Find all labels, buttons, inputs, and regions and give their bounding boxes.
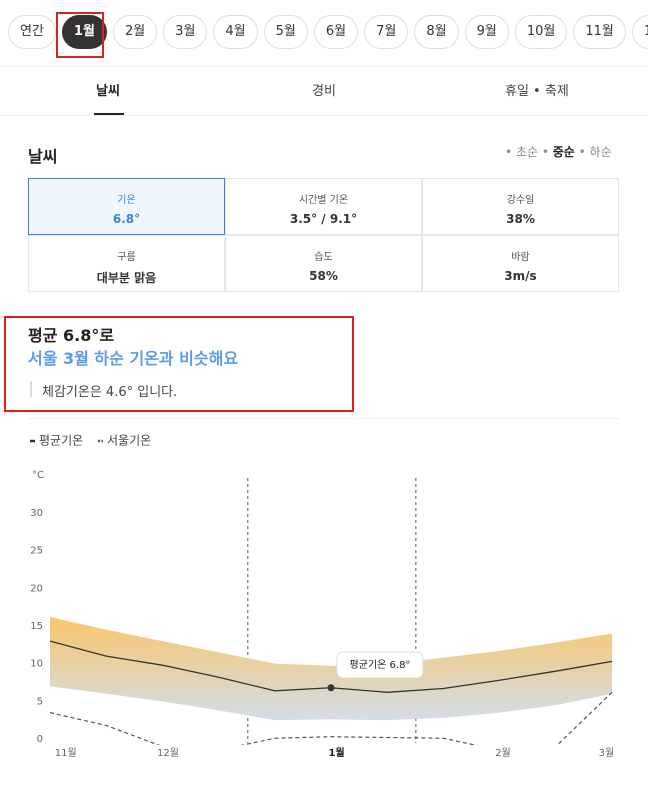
- month-tab[interactable]: 10월: [514, 15, 568, 49]
- summary-note: 체감기온은 4.6° 입니다.: [30, 381, 177, 400]
- period[interactable]: 하순: [589, 145, 612, 159]
- y-tick-label: 25: [30, 546, 43, 557]
- month-tab[interactable]: 6월: [313, 15, 359, 49]
- month-tab[interactable]: 12월: [631, 15, 648, 49]
- month-tab[interactable]: 7월: [364, 15, 409, 49]
- nav-tab[interactable]: 휴일 • 축제: [505, 84, 569, 99]
- month-tab[interactable]: 2월: [112, 15, 158, 49]
- table-cell[interactable]: 바람 3m/s: [422, 235, 619, 292]
- y-tick-label: 5: [37, 696, 43, 707]
- y-tick-label: 10: [30, 659, 43, 670]
- cell-label: 습도: [314, 252, 333, 263]
- month-tab[interactable]: 4월: [213, 15, 258, 49]
- tooltip-box: [336, 651, 424, 679]
- divider: [0, 66, 648, 67]
- month-tab[interactable]: 3월: [163, 15, 208, 49]
- cell-value: 58%: [309, 269, 338, 283]
- nav-tab[interactable]: 날씨: [96, 84, 120, 99]
- cell-value: 6.8°: [112, 212, 141, 226]
- cell-label: 바람: [511, 252, 530, 263]
- cell-value: 3m/s: [504, 269, 537, 283]
- month-tab[interactable]: 11월: [573, 15, 626, 49]
- divider: [0, 115, 648, 116]
- tooltip: 평균기온 6.8°: [350, 659, 411, 671]
- period[interactable]: 초순: [515, 145, 538, 159]
- range-band: [50, 616, 612, 721]
- legend-label: 서울기온: [107, 434, 151, 448]
- month-tab[interactable]: 8월: [414, 15, 459, 49]
- cell-value: 38%: [506, 212, 535, 226]
- cell-value: 3.5° / 9.1°: [289, 212, 358, 226]
- y-unit: °C: [32, 470, 44, 481]
- highlight-box: [4, 316, 354, 412]
- highlight-point: [327, 684, 335, 692]
- y-tick-label: 30: [30, 508, 43, 519]
- summary-subtitle: 서울 3월 하순 기온과 비슷해요: [28, 349, 239, 368]
- y-tick-label: 0: [37, 734, 43, 745]
- month-tab[interactable]: 1월: [61, 15, 107, 49]
- x-tick-label: 2월: [495, 747, 511, 759]
- y-tick-label: 20: [30, 583, 43, 594]
- highlight-box: [56, 12, 104, 58]
- nav-tab[interactable]: 경비: [312, 84, 336, 99]
- x-tick-label: 11월: [55, 747, 77, 759]
- cell-label: 기온: [117, 195, 136, 206]
- divider: [28, 418, 620, 419]
- chart: °C 0 5 10 15 20 25 30 11월 12월 1월 2월 3월 평균기온 6.8° 평균기온…: [30, 434, 615, 759]
- x-tick-label: 12월: [157, 747, 179, 759]
- table-cell[interactable]: 기온 6.8°: [28, 178, 225, 235]
- series-line: [50, 691, 613, 745]
- summary-title: 평균 6.8°로: [28, 326, 115, 345]
- month-tab[interactable]: 5월: [263, 15, 308, 49]
- cell-label: 시간별 기온: [298, 195, 349, 206]
- period[interactable]: 중순: [552, 145, 575, 159]
- plot: [50, 616, 613, 745]
- cell-label: 구름: [117, 252, 136, 263]
- x-tick-label: 1월: [329, 747, 345, 759]
- legend-label: 평균기온: [39, 434, 83, 448]
- month-tab[interactable]: 9월: [464, 15, 509, 49]
- table-cell[interactable]: 습도 58%: [225, 235, 422, 292]
- month-tab[interactable]: 연간: [8, 15, 56, 49]
- cell-label: 강수일: [506, 195, 535, 206]
- cell-value: 대부분 맑음: [96, 271, 157, 285]
- y-tick-label: 15: [30, 621, 43, 632]
- x-tick-label: 3월: [599, 747, 615, 759]
- period-select: • 초순 • 중순 • 하순: [505, 145, 612, 159]
- section-title: 날씨: [28, 147, 58, 166]
- table-cell[interactable]: 강수일 38%: [422, 178, 619, 235]
- tab-underline: [94, 113, 124, 115]
- table-cell[interactable]: 시간별 기온 3.5° / 9.1°: [225, 178, 422, 235]
